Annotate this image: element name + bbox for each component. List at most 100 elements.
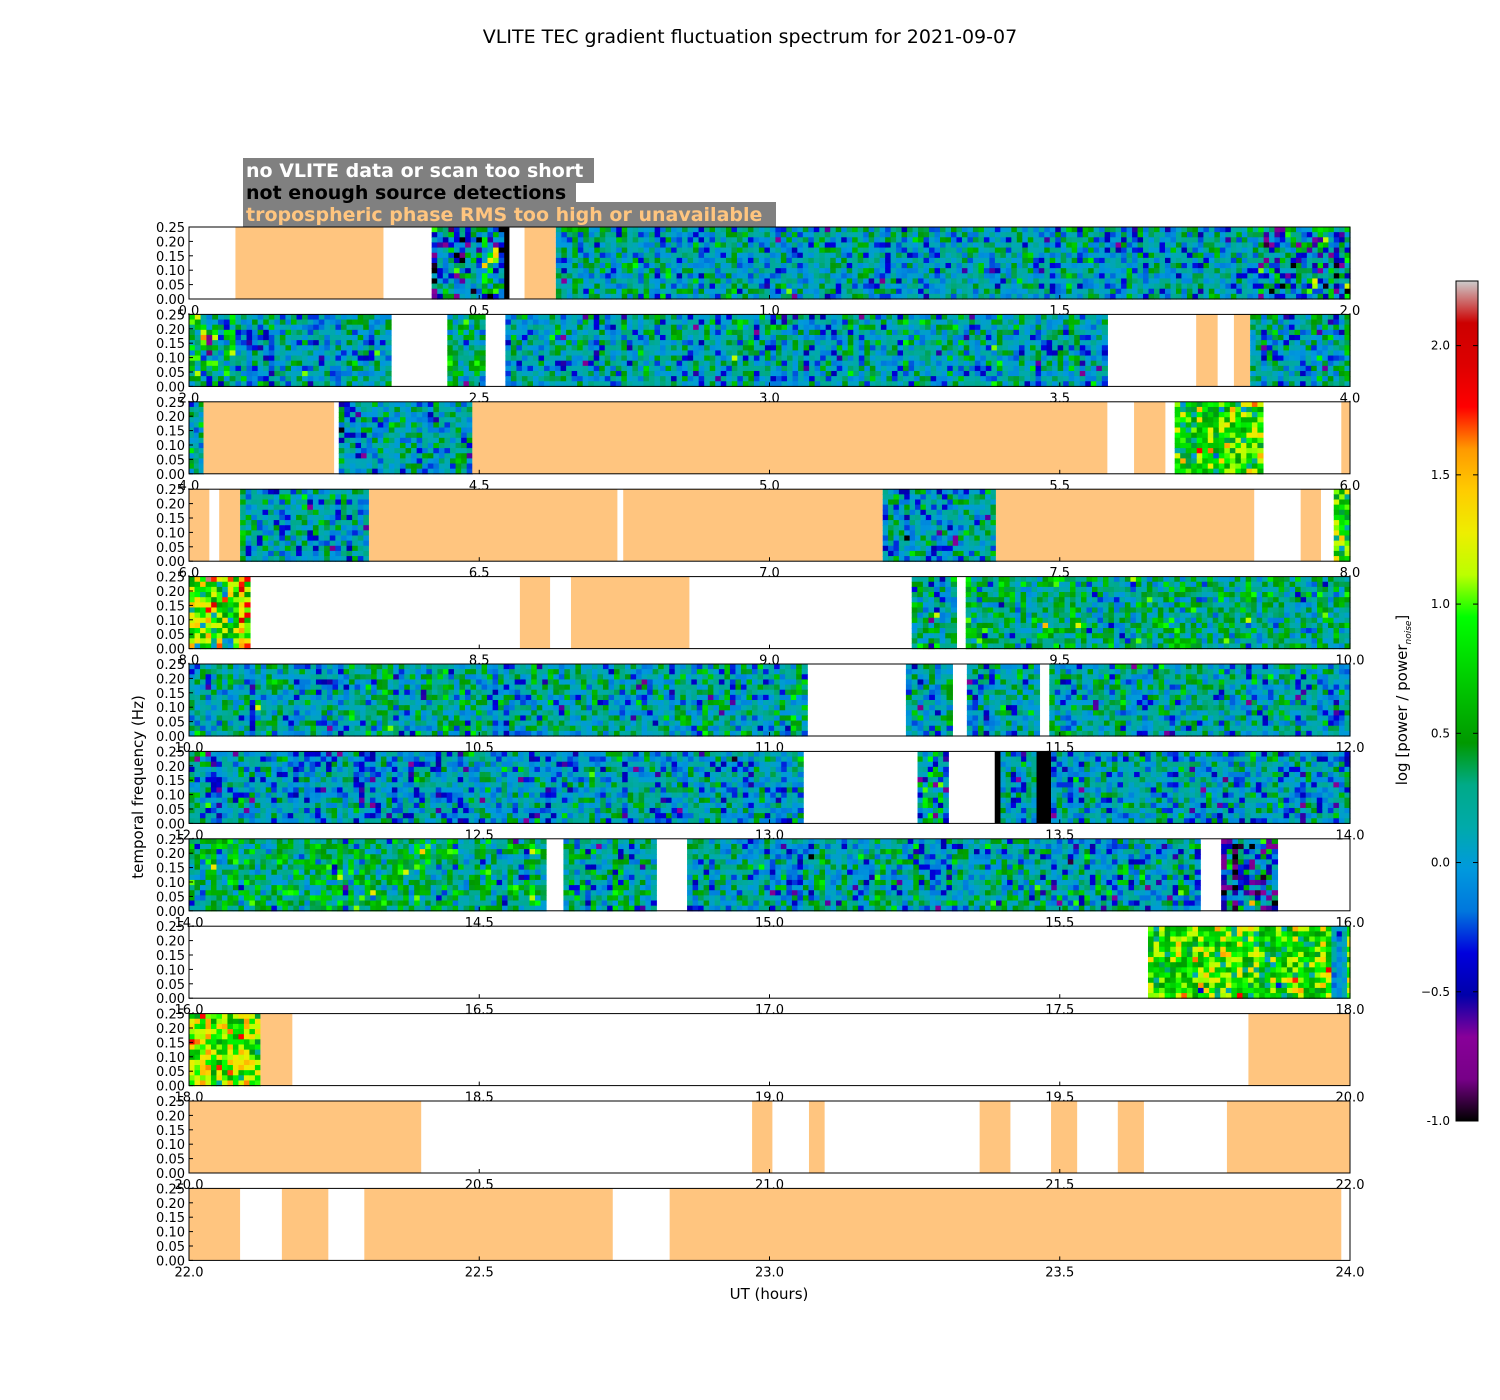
y-tick-label: 0.10 <box>156 1226 185 1241</box>
spectrum-segment <box>189 838 547 912</box>
troposphere-segment <box>364 1188 613 1261</box>
panel-12: 0.000.050.100.150.200.25 22.0 22.5 23.0 23.5… <box>156 1182 1364 1280</box>
troposphere-segment <box>1341 401 1350 474</box>
y-tick-label: 0.25 <box>156 396 185 411</box>
y-tick-label: 0.25 <box>156 308 185 323</box>
spectrum-segment <box>189 401 205 475</box>
troposphere-segment <box>995 489 1255 562</box>
y-tick-label: 0.00 <box>156 1080 185 1095</box>
spectrum-segment <box>189 751 804 824</box>
y-tick-label: 0.15 <box>156 1124 185 1139</box>
x-tick-label: 18.5 <box>465 1091 494 1106</box>
troposphere-segment <box>808 1101 825 1173</box>
y-tick-label: 0.15 <box>156 337 185 352</box>
y-tick-label: 0.05 <box>156 890 185 905</box>
no-detection-segment <box>994 751 1001 824</box>
y-tick-label: 0.15 <box>156 862 185 877</box>
y-tick-label: 0.15 <box>156 250 185 265</box>
y-tick-label: 0.20 <box>156 847 185 862</box>
y-tick-label: 0.00 <box>156 730 185 745</box>
x-tick-label: 22.0 <box>175 1265 204 1280</box>
spectrum-segment <box>563 838 657 912</box>
troposphere-segment <box>260 1013 293 1086</box>
y-tick-label: 0.10 <box>156 963 185 978</box>
y-tick-label: 0.25 <box>156 1008 185 1023</box>
spectrum-segment <box>1000 751 1038 824</box>
legend-box-3 <box>243 202 776 227</box>
troposphere-segment <box>235 227 384 299</box>
y-tick-label: 0.25 <box>156 920 185 935</box>
x-tick-label: 15.0 <box>755 916 784 931</box>
y-tick-label: 0.20 <box>156 235 185 250</box>
x-axis-label: UT (hours) <box>730 1285 809 1303</box>
spectrum-segment <box>431 227 505 300</box>
y-tick-label: 0.25 <box>156 221 185 236</box>
y-tick-label: 0.00 <box>156 817 185 832</box>
x-tick-label: 22.0 <box>1336 1178 1365 1193</box>
legend-no-data: no VLITE data or scan too short <box>246 160 583 182</box>
y-tick-label: 0.15 <box>156 1036 185 1051</box>
y-tick-label: 0.25 <box>156 1095 185 1110</box>
spectrum-segment <box>338 401 473 475</box>
y-tick-label: 0.25 <box>156 1182 185 1197</box>
x-tick-label: 16.5 <box>465 1003 494 1018</box>
panel-5: 0.000.050.100.150.200.258.0 8.5 9.0 9.5 10.0 <box>156 571 1364 669</box>
spectrum-segment <box>917 751 949 824</box>
y-tick-label: 0.00 <box>156 1167 185 1182</box>
no-detection-segment <box>1036 751 1052 824</box>
y-axis-label: temporal frequency (Hz) <box>129 695 147 879</box>
panel-frame <box>188 1013 1351 1087</box>
legend: no VLITE data or scan too short not enou… <box>243 158 776 227</box>
colorbar-tick-label: 0.5 <box>1431 726 1450 740</box>
y-tick-label: 0.15 <box>156 425 185 440</box>
spectrum-segment <box>1221 838 1279 912</box>
colorbar: -1.0 −0.5 0.0 0.5 1.0 1.5 2.0 log [power / pow… <box>1393 280 1479 1128</box>
y-tick-label: 0.10 <box>156 876 185 891</box>
x-tick-label: 14.5 <box>465 916 494 931</box>
spectrum-segment <box>189 1013 261 1087</box>
troposphere-segment <box>368 489 618 562</box>
troposphere-segment <box>1117 1101 1144 1173</box>
panel-4: 0.000.050.100.150.200.256.0 6.5 7.0 7.5 8.0 <box>156 483 1360 581</box>
y-tick-label: 0.25 <box>156 833 185 848</box>
y-tick-label: 0.20 <box>156 760 185 775</box>
colorbar-gradient <box>1455 280 1479 1122</box>
spectrum-segment <box>965 576 1351 650</box>
y-tick-label: 0.10 <box>156 1051 185 1066</box>
y-tick-label: 0.05 <box>156 628 185 643</box>
y-tick-label: 0.05 <box>156 541 185 556</box>
x-tick-label: 14.0 <box>1336 828 1365 843</box>
colorbar-tick-label: 2.0 <box>1431 339 1450 353</box>
colorbar-label: log [power / powernoise] <box>1393 615 1414 786</box>
y-tick-label: 0.15 <box>156 949 185 964</box>
y-tick-label: 0.10 <box>156 614 185 629</box>
troposphere-segment <box>524 227 556 299</box>
spectrum-segment <box>882 489 997 562</box>
panel-2: 0.000.050.100.150.200.252.0 2.5 3.0 3.5 4.0 <box>156 308 1360 406</box>
y-tick-label: 0.00 <box>156 293 185 308</box>
colorbar-tick-label: −0.5 <box>1421 985 1450 999</box>
y-tick-label: 0.00 <box>156 1254 185 1269</box>
y-tick-label: 0.05 <box>156 716 185 731</box>
legend-box-1 <box>243 158 594 183</box>
y-tick-label: 0.00 <box>156 643 185 658</box>
spectrum-segment <box>240 489 370 562</box>
spectrum-segment <box>189 664 808 737</box>
spectrum-segment <box>235 314 392 387</box>
y-tick-label: 0.00 <box>156 905 185 920</box>
colorbar-tick-label: 1.0 <box>1431 597 1450 611</box>
spectrum-segment <box>1347 926 1351 999</box>
x-tick-label: 17.5 <box>1045 1003 1074 1018</box>
troposphere-segment <box>219 489 241 562</box>
x-tick-label: 22.5 <box>465 1265 494 1280</box>
troposphere-segment <box>1248 1013 1350 1086</box>
y-tick-label: 0.05 <box>156 1065 185 1080</box>
panel-1: 0.000.050.100.150.200.250.0 0.5 1.0 1.5 2.0 <box>156 221 1360 319</box>
y-tick-label: 0.00 <box>156 555 185 570</box>
troposphere-segment <box>1233 314 1251 387</box>
y-tick-label: 0.05 <box>156 279 185 294</box>
